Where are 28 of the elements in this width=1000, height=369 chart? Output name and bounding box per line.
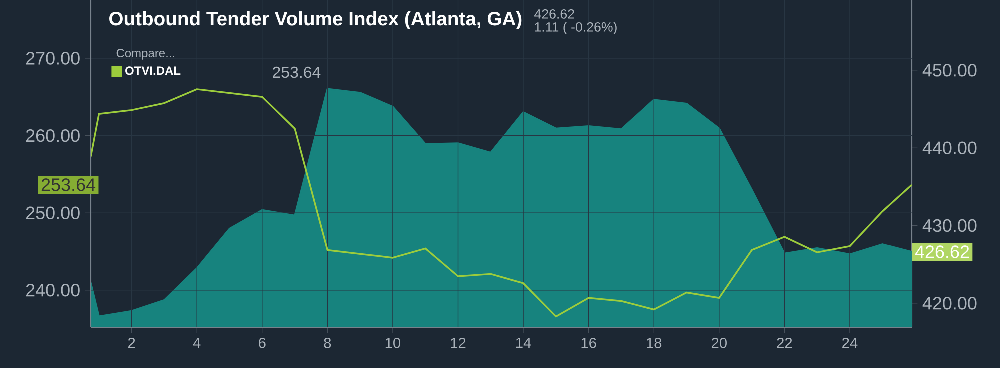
- y2-tick-label: 440.00: [922, 142, 977, 155]
- x-tick-label: 2: [128, 338, 136, 348]
- x-tick-label: 14: [516, 338, 532, 348]
- x-tick-label: 4: [193, 338, 201, 348]
- text: Outbound Tender Volume Index (Atlanta, GA): [110, 12, 522, 30]
- annotation: 253.64: [273, 67, 321, 78]
- y2-tick-label: 450.00: [922, 64, 977, 78]
- y-tick-label: 240.00: [26, 284, 80, 298]
- x-tick-label: 12: [451, 338, 466, 348]
- y-tick-label: 260.00: [26, 130, 80, 142]
- x-tick-label: 22: [777, 338, 792, 348]
- annotation: Compare...: [116, 49, 174, 60]
- x-tick-label: 18: [647, 338, 662, 349]
- annotation: 253.64: [42, 178, 96, 192]
- x-tick-label: 10: [386, 338, 401, 349]
- annotation: 426.62: [534, 10, 574, 20]
- y2-tick-label: 420.00: [922, 297, 977, 310]
- legend-label: OTVI.DAL: [126, 66, 181, 76]
- x-tick-label: 20: [712, 338, 727, 349]
- x-tick-label: 16: [582, 338, 596, 349]
- y-tick-label: 270.00: [26, 52, 80, 66]
- x-tick-label: 8: [324, 338, 332, 349]
- y-tick-label: 250.00: [26, 206, 80, 220]
- annotation: 1.11 ( -0.26%): [535, 22, 617, 35]
- x-tick-label: 6: [259, 338, 266, 349]
- text: 426.62: [915, 246, 970, 259]
- x-tick-label: 24: [842, 338, 858, 348]
- y2-tick-label: 430.00: [922, 220, 977, 232]
